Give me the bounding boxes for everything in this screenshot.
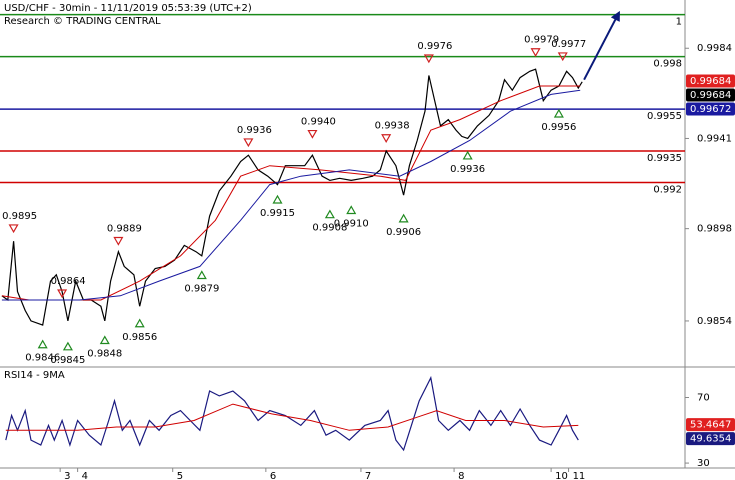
pivot-marker	[346, 205, 357, 215]
pivot-label: 0.9889	[107, 224, 142, 235]
pivot-marker	[272, 194, 283, 204]
pivot-label: 0.9879	[184, 284, 219, 295]
pivot-marker	[553, 108, 564, 118]
pivot-marker	[557, 52, 568, 62]
pivot-label: 0.9938	[375, 121, 410, 132]
y-tick-label: 70	[697, 393, 710, 404]
series-line	[5, 375, 579, 452]
pivot-label: 0.9979	[524, 35, 559, 46]
y-tick-label: 0.9898	[697, 224, 732, 235]
series-line	[5, 403, 579, 431]
price-tag-label: 49.6354	[690, 434, 731, 445]
price-tag-label: 0.99672	[690, 104, 731, 115]
pivot-label: 0.9977	[551, 39, 586, 50]
pivot-label: 0.9856	[122, 332, 157, 343]
pivot-marker	[530, 48, 541, 57]
level-label: 0.992	[653, 185, 682, 196]
price-tag	[686, 74, 735, 88]
y-tick-label: 0.9941	[697, 133, 732, 144]
pivot-label: 0.9895	[2, 211, 37, 222]
x-tick-label: 10	[555, 471, 568, 480]
price-tag	[686, 88, 735, 102]
pivot-marker	[398, 213, 409, 223]
series-line	[1, 85, 581, 301]
price-tag-label: 0.99684	[690, 76, 731, 87]
pivot-marker	[57, 289, 68, 299]
pivot-marker	[462, 150, 473, 160]
pivot-label: 0.9848	[87, 349, 122, 360]
y-tick-label: 0.9854	[697, 316, 732, 327]
pivot-label: 0.9936	[450, 164, 485, 175]
price-tag-label: 53.4647	[690, 420, 731, 431]
x-tick-label: 11	[573, 471, 586, 480]
pivot-marker	[134, 318, 145, 328]
pivot-label: 0.9908	[312, 223, 347, 234]
level-label: 0.9935	[647, 153, 682, 164]
pivot-marker	[381, 134, 392, 143]
pivot-label: 0.9845	[50, 355, 85, 366]
price-tag-label: 0.99684	[690, 90, 731, 101]
price-tag	[686, 432, 735, 446]
pivot-marker	[423, 54, 434, 64]
pivot-label: 0.9864	[51, 276, 86, 287]
pivot-marker	[243, 138, 254, 148]
y-tick-label: 0.9984	[697, 43, 732, 54]
x-tick-label: 7	[365, 471, 371, 480]
forecast-arrow	[583, 10, 620, 81]
chart-subtitle: Research © TRADING CENTRAL	[4, 16, 161, 27]
pivot-marker	[37, 339, 48, 349]
x-tick-label: 3	[64, 471, 70, 480]
pivot-label: 0.9910	[334, 218, 369, 229]
pivot-label: 0.9906	[386, 227, 421, 238]
x-tick-label: 4	[82, 471, 88, 480]
pivot-label: 0.9956	[541, 122, 576, 133]
pivot-label: 0.9915	[260, 208, 295, 219]
pivot-marker	[307, 129, 318, 139]
price-tag	[686, 102, 735, 116]
pivot-marker	[324, 209, 335, 219]
x-tick-label: 5	[177, 471, 183, 480]
pivot-marker	[113, 236, 124, 246]
y-tick-label: 30	[697, 458, 710, 469]
pivot-marker	[196, 270, 207, 280]
pivot-marker	[62, 341, 73, 351]
level-label: 1	[676, 17, 682, 28]
chart-title: USD/CHF - 30min - 11/11/2019 05:53:39 (U…	[4, 3, 252, 14]
pivot-marker	[99, 335, 110, 345]
pivot-label: 0.9936	[237, 125, 272, 136]
panel-title: RSI14 - 9MA	[4, 370, 65, 381]
x-tick-label: 6	[270, 471, 276, 480]
pivot-label: 0.9976	[417, 41, 452, 52]
pivot-marker	[8, 224, 19, 234]
x-tick-label: 8	[458, 471, 464, 480]
level-label: 0.998	[653, 59, 682, 70]
pivot-label: 0.9846	[25, 353, 60, 364]
level-label: 0.9955	[647, 111, 682, 122]
series-line	[1, 89, 581, 301]
pivot-label: 0.9940	[301, 117, 336, 128]
price-tag	[686, 418, 735, 432]
